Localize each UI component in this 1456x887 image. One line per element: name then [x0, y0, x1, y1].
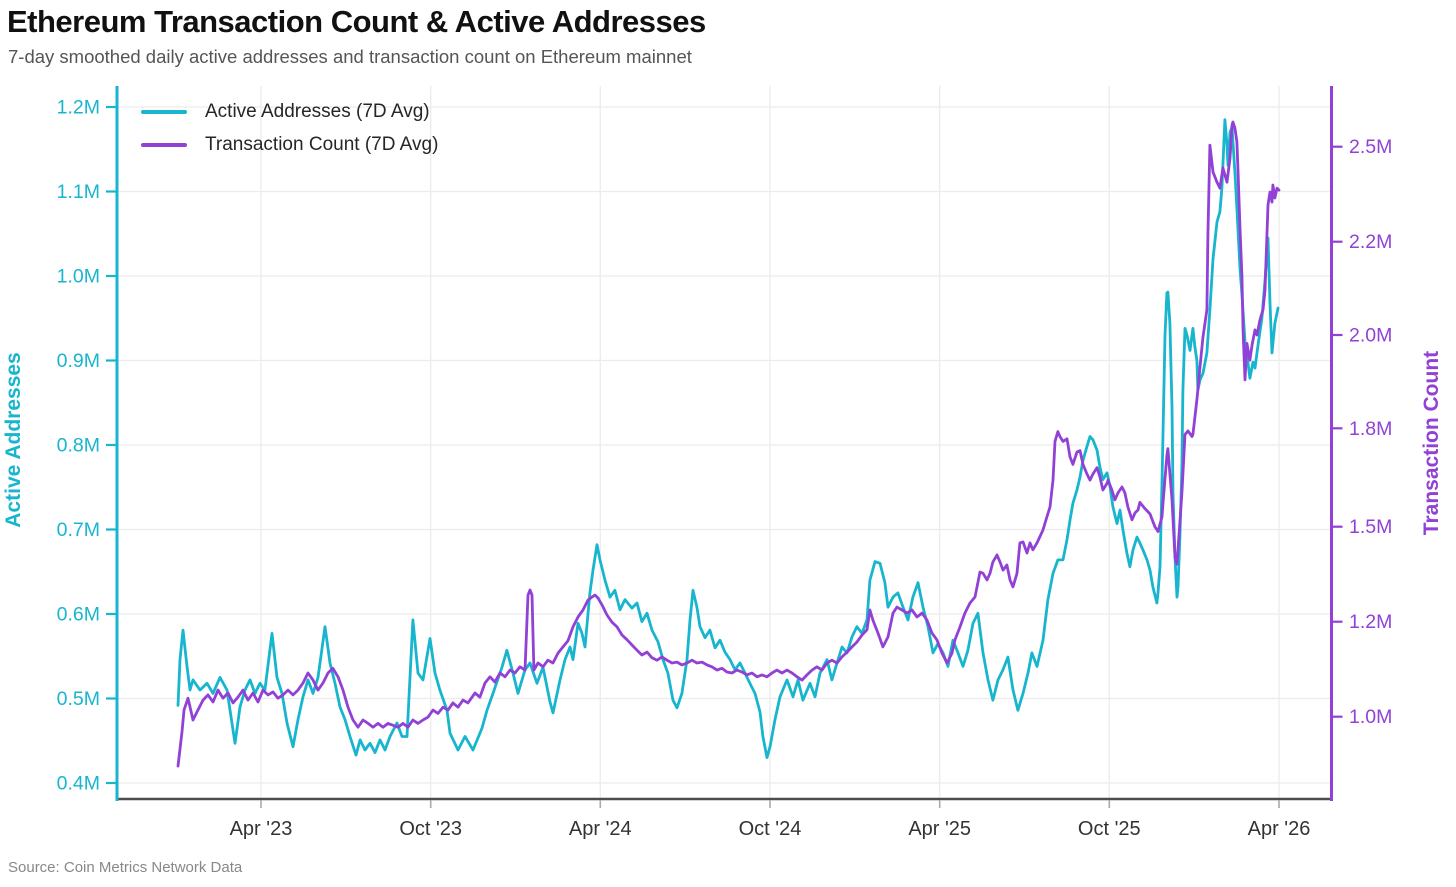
legend-swatch-transaction-count	[141, 143, 187, 147]
source-note: Source: Coin Metrics Network Data	[8, 859, 243, 876]
series-line-transaction-count	[176, 120, 1281, 768]
right-axis-tick-label: 1.8M	[1349, 418, 1392, 440]
left-axis-tick-label: 0.6M	[57, 604, 100, 626]
series-line-active-addresses	[176, 118, 1280, 759]
right-axis-tick-label: 2.2M	[1349, 231, 1392, 253]
left-axis-tick-label: 0.5M	[57, 688, 100, 710]
left-axis-title: Active Addresses	[2, 352, 25, 527]
x-axis-tick-label: Apr '23	[230, 818, 293, 840]
left-axis-tick-label: 0.7M	[57, 519, 100, 541]
x-axis-tick-label: Oct '25	[1078, 818, 1141, 840]
x-axis-tick-label: Apr '25	[908, 818, 971, 840]
legend-label: Transaction Count (7D Avg)	[205, 134, 439, 155]
left-axis-tick-label: 0.8M	[57, 435, 100, 457]
page-subtitle: 7-day smoothed daily active addresses an…	[8, 46, 692, 67]
chart-legend: Active Addresses (7D Avg) Transaction Co…	[141, 101, 438, 156]
x-axis-tick-label: Oct '23	[399, 818, 462, 840]
right-axis-tick-label: 2.0M	[1349, 325, 1392, 347]
x-axis-tick-label: Oct '24	[739, 818, 802, 840]
x-axis-tick-label: Apr '26	[1248, 818, 1311, 840]
right-axis-tick-label: 1.2M	[1349, 611, 1392, 633]
right-axis-tick-label: 2.5M	[1349, 136, 1392, 158]
legend-item-active-addresses: Active Addresses (7D Avg)	[141, 101, 438, 123]
left-axis-tick-label: 0.9M	[57, 350, 100, 372]
page-title: Ethereum Transaction Count & Active Addr…	[7, 4, 706, 39]
x-axis-tick-label: Apr '24	[569, 818, 632, 840]
left-axis-tick-label: 1.2M	[57, 97, 100, 119]
legend-label: Active Addresses (7D Avg)	[205, 101, 430, 122]
right-axis-tick-label: 1.5M	[1349, 516, 1392, 538]
legend-swatch-active-addresses	[141, 110, 187, 114]
left-axis-tick-label: 1.1M	[57, 181, 100, 203]
right-axis-tick-label: 1.0M	[1349, 706, 1392, 728]
left-axis-tick-label: 1.0M	[57, 266, 100, 288]
right-axis-title: Transaction Count	[1420, 351, 1443, 535]
legend-item-transaction-count: Transaction Count (7D Avg)	[141, 134, 438, 156]
left-axis-tick-label: 0.4M	[57, 773, 100, 795]
